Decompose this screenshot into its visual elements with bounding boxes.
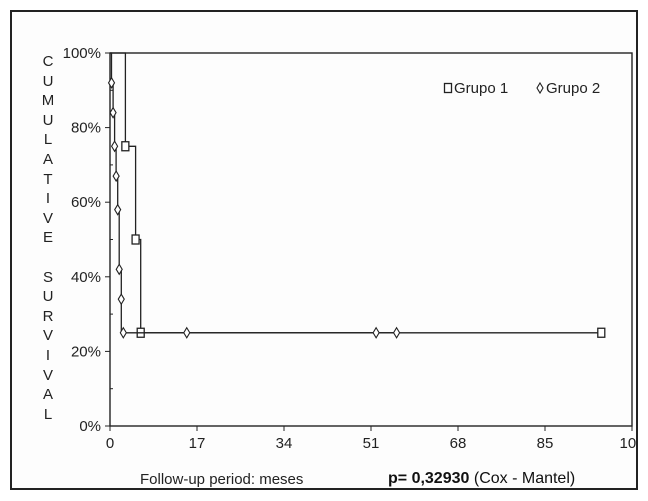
series-2-point <box>117 293 125 306</box>
plot-border <box>109 52 633 427</box>
x-tick-label: 68 <box>450 435 467 452</box>
y-tick-label: 20% <box>71 343 101 360</box>
y-axis-title-letter: U <box>42 111 54 129</box>
y-axis-title-letter: R <box>42 307 54 325</box>
p-value-annotation: p= 0,32930 (Cox - Mantel) <box>388 470 575 488</box>
series-2-point <box>107 76 116 89</box>
y-tick-label: 0% <box>79 418 101 435</box>
x-axis-title: Follow-up period: meses <box>140 471 304 488</box>
y-tick-label: 60% <box>71 194 101 211</box>
series-2-point <box>372 326 380 339</box>
legend-label-2: Grupo 2 <box>546 80 600 97</box>
y-axis-title-letter: U <box>42 72 54 90</box>
series-2-point <box>183 326 191 339</box>
p-value: p= 0,32930 <box>388 470 470 487</box>
series-2-point <box>114 203 122 216</box>
y-axis-title-letter: C <box>42 53 54 70</box>
y-tick-label: 100% <box>63 45 101 62</box>
x-tick-label: 17 <box>189 435 206 452</box>
y-axis-title-letter: A <box>42 386 53 404</box>
p-value-test: (Cox - Mantel) <box>473 470 576 487</box>
series-2-point <box>109 106 117 119</box>
y-axis-title-letter: L <box>43 405 53 423</box>
y-axis-title-letter: V <box>42 366 53 384</box>
x-tick-label: 85 <box>537 435 554 452</box>
series-1-point <box>597 327 606 338</box>
series-2-point <box>112 170 120 183</box>
x-tick-label: 0 <box>106 435 114 452</box>
y-axis-title-letter: M <box>41 92 55 110</box>
x-tick-label: 51 <box>363 435 380 452</box>
series-2-point <box>119 326 127 339</box>
legend-marker-1 <box>443 82 453 94</box>
series-2-point <box>115 263 123 276</box>
y-axis-title-letter: S <box>42 268 53 286</box>
series-2-point <box>110 140 119 153</box>
series-line-2 <box>110 52 397 334</box>
y-axis-title-letter: L <box>43 131 53 149</box>
series-1-point <box>121 141 130 152</box>
y-axis-title-letter: I <box>45 190 51 208</box>
legend-label-1: Grupo 1 <box>454 80 508 97</box>
series-2-point <box>392 326 401 339</box>
y-axis-title-letter: V <box>42 327 53 345</box>
y-tick-label: 80% <box>71 120 101 137</box>
survival-chart: 0% 20% 40% 60% 80% 100% 0 17 34 51 68 85 102 Grupo 1 G… <box>63 45 636 452</box>
series-1-point <box>131 234 140 245</box>
y-axis-title-letter: T <box>43 170 53 188</box>
legend-marker-2 <box>536 81 544 95</box>
series-line-1 <box>110 52 602 334</box>
y-axis-title-letter: E <box>42 229 53 247</box>
y-axis-title-letter: V <box>42 209 53 227</box>
y-axis-title-letter: U <box>42 288 54 306</box>
x-tick-label: 34 <box>276 435 293 452</box>
y-axis-title-letter: A <box>42 150 53 168</box>
x-tick-label: 102 <box>619 435 636 452</box>
y-tick-label: 40% <box>71 269 101 286</box>
y-axis-title-letter: I <box>45 346 51 364</box>
